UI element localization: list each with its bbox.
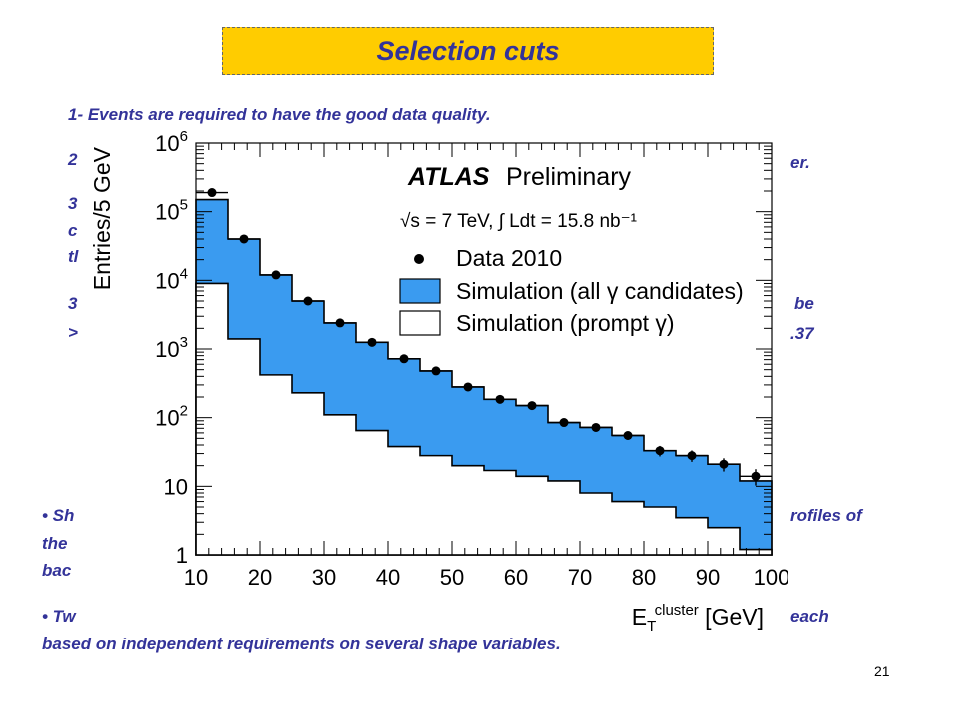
data-point [687,451,697,461]
data-point [271,270,281,280]
text-two-bullet-start: • Tw [42,607,76,626]
text-line-2-start: 2 [68,150,78,169]
x-tick-label-60: 60 [504,565,528,590]
x-tick-label-50: 50 [440,565,464,590]
text-line-3-start: 3 [68,194,78,213]
y-tick-label-1: 10 [164,474,188,499]
x-tick-label-90: 90 [696,565,720,590]
energy-luminosity-label: √s = 7 TeV, ∫ Ldt = 15.8 nb⁻¹ [400,211,637,232]
slide-title: Selection cuts [376,35,560,66]
x-axis-title: ETcluster [GeV] [632,602,764,635]
text-line-4-start: 3 [68,294,78,313]
text-line-data-quality: 1- Events are required to have the good … [68,105,491,124]
text-two-bullet-end: each [790,607,829,626]
y-tick-label-6: 106 [155,128,188,156]
text-line-4-end: be [794,294,814,313]
slide-number: 21 [874,663,890,679]
data-point [367,337,377,347]
text-shape-bullet-line3: bac [42,561,72,580]
y-tick-label-3: 103 [155,334,188,362]
text-line-3c-start: tl [68,247,79,266]
x-tick-label-80: 80 [632,565,656,590]
legend-swatch-1 [399,278,441,304]
legend-label-1: Simulation (all γ candidates) [456,278,744,304]
x-tick-label-20: 20 [248,565,272,590]
x-tick-label-40: 40 [376,565,400,590]
text-shape-bullet-start: • Sh [42,506,75,525]
data-point [431,366,441,376]
y-axis-title: Entries/5 GeV [89,146,115,290]
data-point [335,318,345,328]
x-tick-label-30: 30 [312,565,336,590]
data-point [623,430,633,440]
atlas-label: ATLAS [407,163,490,191]
text-line-3b-start: c [68,221,78,240]
legend-marker-data [414,254,424,264]
data-point [527,401,537,411]
text-shape-bullet-line2: the [42,534,68,553]
text-shape-variables-line: based on independent requirements on sev… [42,634,561,653]
data-point [207,188,217,198]
y-tick-label-5: 105 [155,197,188,225]
data-point [751,471,761,481]
data-point [463,382,473,392]
legend-label-0: Data 2010 [456,245,562,271]
y-tick-label-2: 102 [155,403,188,431]
text-shape-bullet-end: rofiles of [790,506,862,525]
legend-swatch-2 [399,310,441,336]
data-point [559,418,569,428]
data-point [239,234,249,244]
text-line-2-end: er. [790,153,810,172]
atlas-preliminary-label: Preliminary [506,163,632,191]
text-line-4b-end: .37 [790,324,814,343]
slide-title-box: Selection cuts [222,27,714,75]
x-tick-label-10: 10 [184,565,208,590]
x-tick-label-100: 100 [754,565,788,590]
y-tick-label-4: 104 [155,265,188,293]
histogram-prompt-gamma [195,282,773,556]
text-line-4b-start: > [68,323,78,342]
et-cluster-histogram: 10 20 30 40 50 60 70 80 90 100110102103104105106E… [89,128,788,635]
y-tick-label-0: 1 [176,543,188,568]
legend-label-2: Simulation (prompt γ) [456,310,675,336]
data-point [591,422,601,432]
data-point [303,296,313,306]
et-cluster-histogram-figure: 10 20 30 40 50 60 70 80 90 100 1 10 102 103 104 105 106 E… [88,128,788,638]
x-tick-label-70: 70 [568,565,592,590]
data-point [655,446,665,456]
data-point [719,459,729,469]
data-point [495,394,505,404]
data-point [399,354,409,364]
